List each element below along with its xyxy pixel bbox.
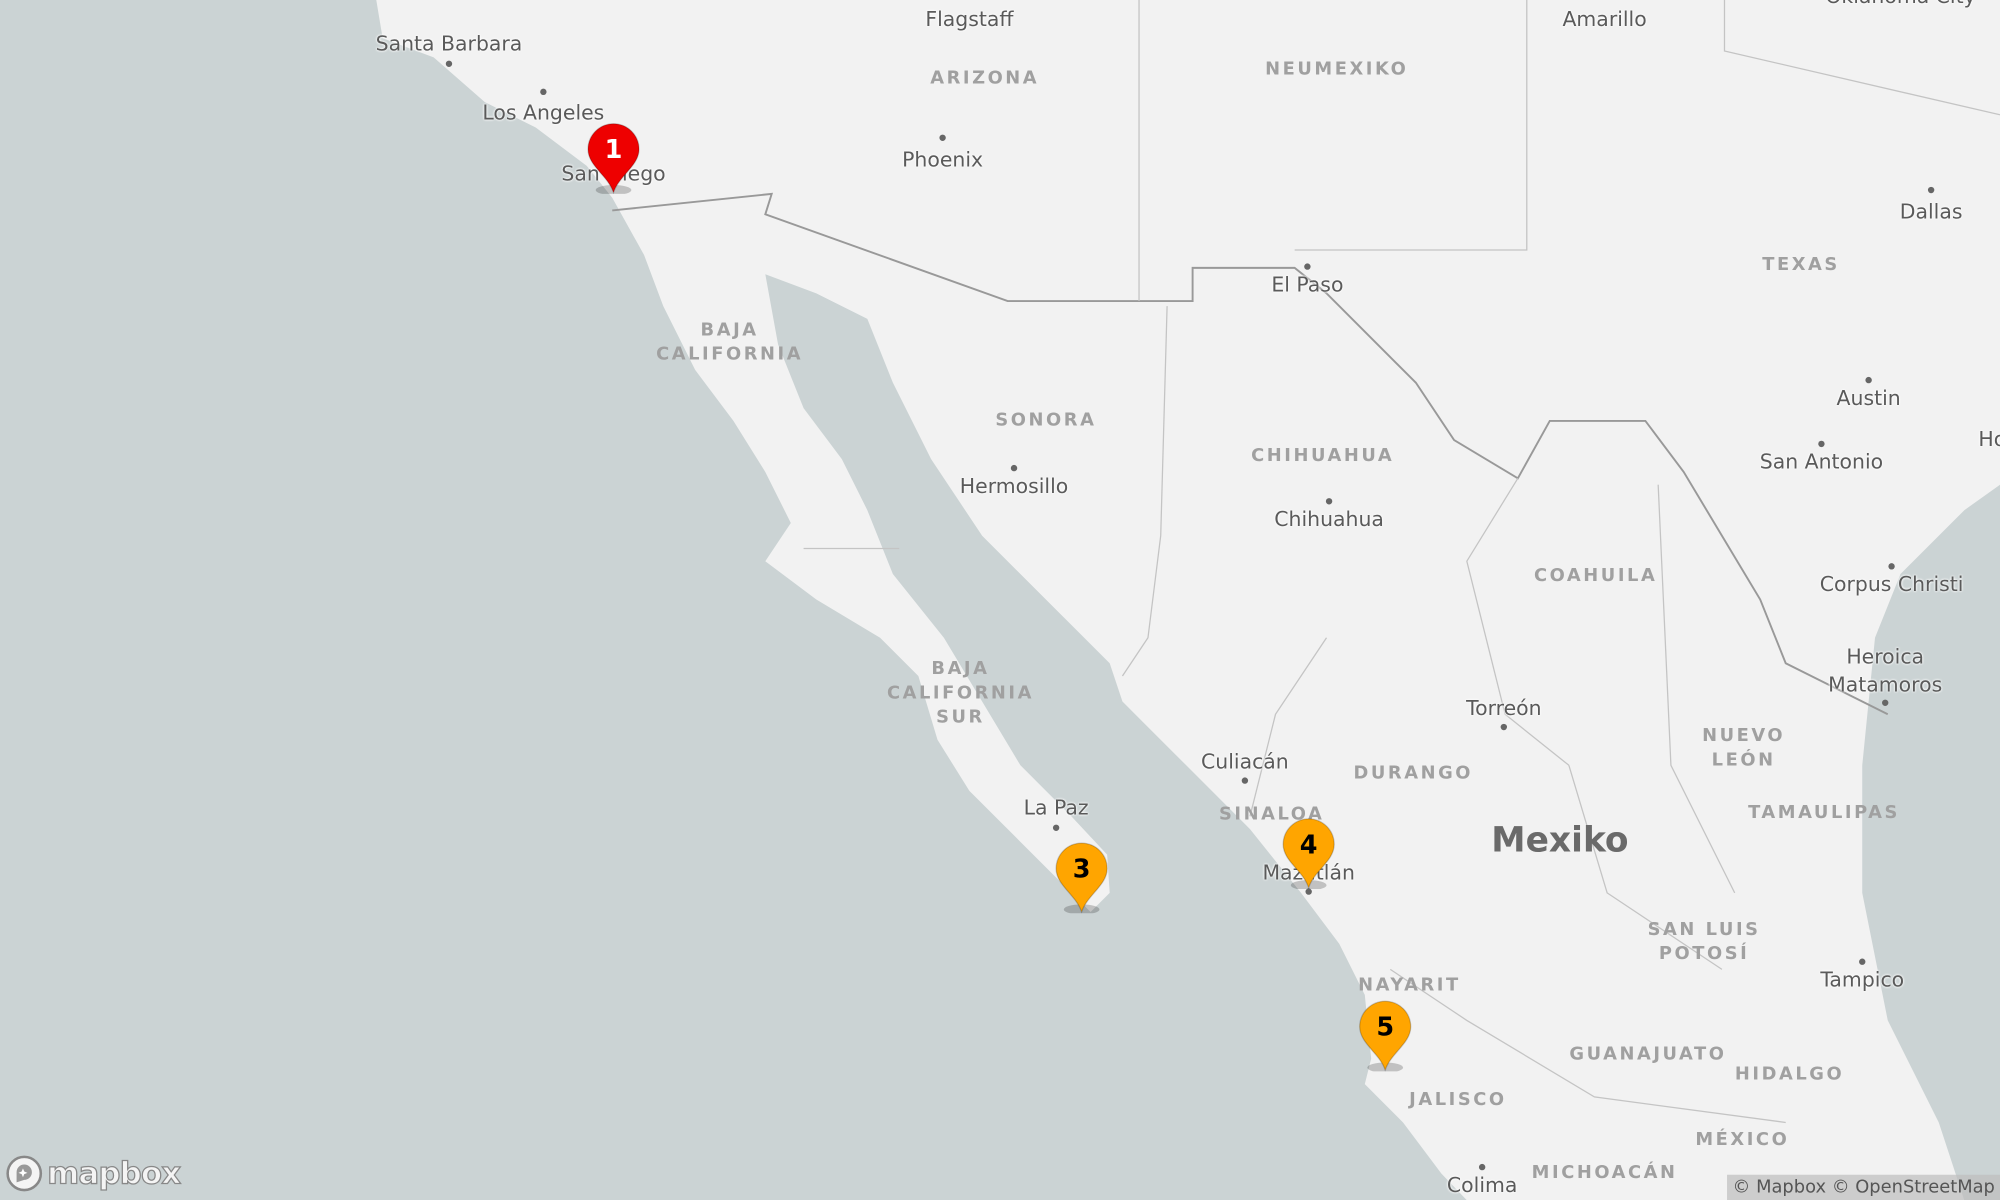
region-label: SONORA: [995, 410, 1097, 431]
map-pin-icon: [1359, 1000, 1412, 1073]
region-label: TEXAS: [1762, 254, 1840, 275]
city-label: Culiacán: [1201, 749, 1289, 774]
region-label: NEUMEXIKO: [1265, 59, 1409, 80]
city-label: Chihuahua: [1274, 507, 1384, 532]
land-mass: [376, 0, 2000, 1200]
city-label: El Paso: [1271, 272, 1344, 297]
city-dot: [445, 60, 453, 67]
city-label: Tampico: [1820, 967, 1905, 992]
map-pin-icon: [587, 123, 640, 196]
map-marker-4[interactable]: 4: [1282, 818, 1336, 891]
city-dot: [1927, 186, 1935, 194]
city-dot: [1882, 699, 1889, 706]
city-dot: [1859, 958, 1866, 965]
marker-label: 5: [1376, 1011, 1395, 1043]
city-dot: [1305, 888, 1312, 895]
map-marker-1[interactable]: 1: [587, 122, 641, 196]
city-label: San Antonio: [1759, 449, 1884, 474]
city-dot: [1325, 498, 1333, 505]
city-dot: [1888, 563, 1895, 570]
region-label: CHIHUAHUA: [1251, 445, 1395, 467]
region-label: NAYARIT: [1358, 975, 1461, 996]
city-label: Hermosillo: [959, 473, 1069, 499]
city-label: Austin: [1836, 385, 1901, 411]
region-label: HIDALGO: [1734, 1064, 1845, 1085]
city-dot: [1010, 464, 1018, 472]
mapbox-logo[interactable]: mapbox: [5, 1154, 182, 1192]
us-mexico-border: [612, 192, 1889, 716]
city-label: Colima: [1446, 1172, 1518, 1198]
region-label: BAJA CALIFORNIA: [656, 320, 804, 365]
city-dot: [939, 134, 946, 141]
region-label: ARIZONA: [930, 68, 1040, 89]
city-label: Heroica Matamoros: [1828, 644, 1943, 697]
city-label: Flagstaff: [925, 7, 1014, 32]
city-dot: [1478, 1163, 1486, 1171]
region-label: JALISCO: [1409, 1089, 1507, 1111]
region-label: MICHOACÁN: [1531, 1162, 1678, 1184]
map-marker-5[interactable]: 5: [1358, 1000, 1412, 1073]
city-label: Santa Barbara: [375, 31, 523, 56]
map-pin-icon: [1055, 842, 1108, 915]
city-label: La Paz: [1023, 795, 1089, 820]
city-dot: [540, 88, 547, 96]
city-label: Los Angeles: [482, 100, 605, 125]
state-borders: [803, 0, 2000, 1124]
map-pin-icon: [1282, 818, 1335, 891]
map-marker-3[interactable]: 3: [1055, 842, 1109, 915]
mapbox-logo-text: mapbox: [47, 1155, 182, 1192]
region-label: TAMAULIPAS: [1748, 802, 1900, 824]
city-dot: [1500, 723, 1508, 731]
region-label: DURANGO: [1353, 763, 1474, 784]
city-dot: [1241, 777, 1249, 784]
city-dot: [1865, 376, 1872, 384]
marker-label: 4: [1299, 829, 1318, 860]
map-attribution[interactable]: © Mapbox © OpenStreetMap: [1727, 1174, 2000, 1200]
region-label: NUEVO LEÓN: [1702, 725, 1786, 771]
mapbox-logo-icon: [6, 1155, 43, 1192]
marker-label: 3: [1072, 853, 1091, 884]
country-label: Mexiko: [1491, 820, 1629, 861]
city-dot: [1304, 263, 1311, 270]
region-label: GUANAJUATO: [1569, 1044, 1727, 1065]
city-label: Torreón: [1466, 695, 1542, 721]
city-label: Amarillo: [1562, 7, 1647, 32]
region-label: SINALOA: [1218, 804, 1325, 825]
city-dot: [1052, 824, 1060, 831]
region-label: MÉXICO: [1695, 1129, 1790, 1150]
city-label: Phoenix: [902, 147, 984, 172]
region-label: COAHUILA: [1534, 565, 1658, 587]
city-label: Dallas: [1899, 199, 1963, 224]
marker-label: 1: [604, 133, 623, 165]
region-label: SAN LUIS POTOSÍ: [1647, 919, 1761, 965]
city-label: Ho: [1978, 426, 2000, 451]
city-label: Corpus Christi: [1819, 572, 1964, 597]
city-dot: [1818, 440, 1825, 448]
city-label: Oklahoma City: [1825, 0, 1975, 8]
region-label: BAJA CALIFORNIA SUR: [886, 658, 1034, 728]
